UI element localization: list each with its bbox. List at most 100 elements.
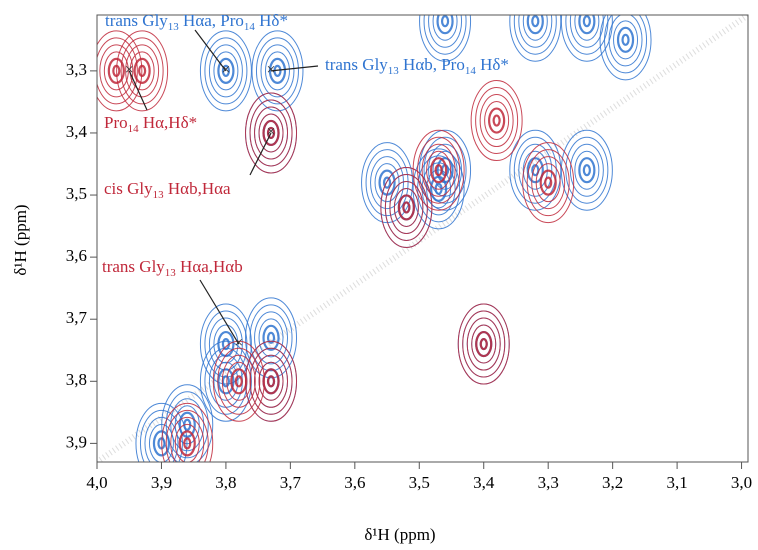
- leader-line: [249, 132, 272, 176]
- contour-ring: [262, 119, 280, 147]
- contour-ring: [513, 136, 557, 204]
- x-tick-label: 3,6: [344, 473, 365, 492]
- contour-ring: [152, 430, 171, 457]
- contour-ring: [370, 156, 405, 210]
- contour-ring: [382, 176, 392, 189]
- annotation: cis Gly13 Hαb,Hαa: [104, 179, 231, 201]
- annotation-text: Pro: [104, 113, 128, 132]
- contour-ring: [526, 149, 570, 217]
- x-tick-label: 3,0: [731, 473, 752, 492]
- contour-ring: [213, 361, 239, 401]
- cross-mark: ×: [267, 124, 276, 141]
- contour-ring: [258, 361, 284, 401]
- contour-ring: [255, 37, 299, 105]
- annotation-text: Hα,Hδ*: [139, 113, 197, 132]
- contour-ring: [470, 80, 523, 162]
- x-tick-label: 3,3: [538, 473, 559, 492]
- cross-mark: ×: [221, 62, 230, 79]
- contour-ring: [204, 37, 248, 105]
- subscript: 14: [465, 65, 477, 77]
- contour-ring: [531, 15, 540, 28]
- contour-ring: [125, 44, 160, 98]
- contour-ring: [178, 430, 196, 457]
- leader-line: [194, 29, 227, 72]
- contour-ring: [221, 375, 231, 388]
- contour-ring: [423, 15, 467, 55]
- contour-ring: [419, 129, 472, 211]
- contour-ring: [217, 57, 235, 84]
- contour-ring: [488, 107, 506, 134]
- contour-ring: [221, 354, 256, 408]
- contour-ring: [254, 106, 289, 160]
- contour-ring: [266, 126, 276, 140]
- contour-ring: [479, 94, 514, 148]
- y-tick-label: 3,9: [66, 432, 87, 451]
- subscript: 13: [168, 21, 180, 33]
- contour-ring: [544, 176, 553, 189]
- contour-ring: [183, 437, 192, 450]
- x-tick-label: 3,9: [151, 473, 172, 492]
- contour-ring: [560, 129, 613, 211]
- contour-ring: [266, 375, 276, 388]
- contour-ring: [526, 15, 544, 35]
- annotation-text: Hαb, Pro: [399, 55, 465, 74]
- contours: [97, 15, 652, 462]
- contour-ring: [139, 409, 183, 462]
- contour-ring: [440, 15, 450, 28]
- plot-frame: [96, 14, 749, 463]
- contour-ring: [144, 416, 179, 462]
- contour-ring: [230, 368, 248, 395]
- y-tick-label: 3,4: [66, 122, 88, 141]
- contour-ring: [361, 142, 414, 224]
- contour-ring: [245, 340, 298, 422]
- contour-ring: [213, 51, 239, 91]
- x-tick-label: 3,4: [473, 473, 495, 492]
- contour-ring: [479, 337, 488, 351]
- contour-ring: [217, 330, 235, 358]
- y-tick-label: 3,6: [66, 246, 87, 265]
- contour-ring: [262, 368, 280, 395]
- contour-ring: [161, 384, 214, 462]
- contour-ring: [129, 51, 155, 91]
- contour-ring: [430, 175, 448, 202]
- contour-ring: [133, 57, 151, 84]
- contour-ring: [107, 57, 125, 84]
- contour-ring: [412, 129, 465, 211]
- annotation-text: Hαa, Pro: [179, 11, 244, 30]
- contour-ring: [560, 15, 613, 62]
- cross-mark: ×: [267, 62, 276, 79]
- contour-ring: [535, 163, 561, 203]
- contour-ring: [397, 194, 415, 221]
- cross-mark: ×: [234, 335, 243, 352]
- contour-ring: [170, 416, 205, 462]
- contour-ring: [436, 15, 454, 35]
- subscript: 14: [244, 21, 256, 33]
- contour-ring: [99, 44, 134, 98]
- contour-ring: [254, 311, 289, 365]
- contour-ring: [457, 303, 510, 385]
- x-axis-label: δ¹H (ppm): [364, 525, 435, 544]
- subscript: 13: [153, 189, 165, 201]
- contour-ring: [365, 149, 409, 217]
- x-tick-label: 3,7: [280, 473, 302, 492]
- contour-ring: [531, 156, 566, 210]
- contour-ring: [616, 26, 635, 53]
- contour-ring: [258, 318, 284, 358]
- contour-ring: [380, 166, 433, 248]
- leader-line: [128, 70, 148, 111]
- annotation-text: trans Gly: [105, 11, 168, 30]
- y-tick-label: 3,3: [66, 60, 87, 79]
- annotation: Pro14 Hα,Hδ*: [104, 113, 197, 135]
- contour-ring: [249, 304, 293, 372]
- contour-ring: [417, 136, 461, 204]
- contour-ring: [234, 375, 243, 388]
- contour-ring: [161, 402, 214, 462]
- annotation-text: Hδ*: [476, 55, 509, 74]
- annotation: trans Gly13 Hαb, Pro14 Hδ*: [325, 55, 509, 77]
- contour-ring: [419, 15, 472, 62]
- contour-ring: [258, 113, 284, 153]
- contour-ring: [208, 317, 243, 371]
- contour-ring: [199, 340, 252, 422]
- subscript: 13: [165, 267, 177, 279]
